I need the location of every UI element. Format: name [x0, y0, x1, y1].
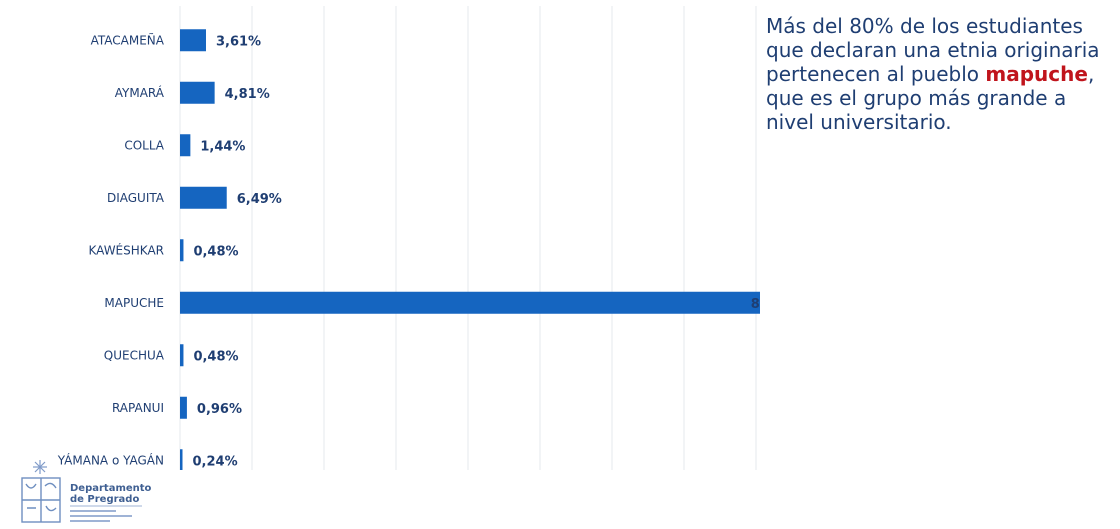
- category-label: COLLA: [124, 138, 164, 152]
- bar-2: [180, 81, 215, 104]
- chart-value-labels: 3,61% 4,81% 1,44% 6,49% 0,48% 81,49% 0,48% 0,96…: [193, 34, 761, 469]
- category-label: KAWÉSHKAR: [88, 242, 164, 257]
- category-label: QUECHUA: [104, 348, 165, 362]
- category-label: MAPUCHE: [104, 296, 164, 310]
- department-logo: Departamento de Pregrado: [21, 460, 152, 523]
- chart-category-labels: ATACAMEÑA AYMARÁ COLLA DIAGUITA KAWÉSHKAR MAP…: [57, 32, 165, 467]
- value-label: 0,96%: [197, 402, 242, 417]
- value-label: 1,44%: [200, 139, 245, 154]
- chart-bars: [180, 29, 760, 470]
- bar-chart: ATACAMEÑA AYMARÁ COLLA DIAGUITA KAWÉSHKAR MAP…: [57, 6, 761, 470]
- category-label: ATACAMEÑA: [91, 32, 165, 47]
- caption-highlight: mapuche: [985, 62, 1088, 86]
- chart-caption: Más del 80% de los estudiantes que decla…: [766, 14, 1111, 134]
- bar-6: [180, 291, 760, 314]
- chart-gridlines: [179, 6, 757, 470]
- bar-8: [180, 396, 187, 419]
- logo-line-1: Departamento: [70, 483, 152, 494]
- category-label: DIAGUITA: [107, 191, 165, 205]
- bar-7: [180, 344, 184, 367]
- value-label: 0,48%: [193, 349, 238, 364]
- bar-5: [180, 239, 184, 262]
- category-label: RAPANUI: [112, 401, 164, 415]
- value-label: 4,81%: [225, 87, 270, 102]
- caption-text-start: Más del 80% de los estudiantes que decla…: [766, 14, 1100, 86]
- value-label: 81,49%: [751, 297, 760, 312]
- value-label: 6,49%: [237, 192, 282, 207]
- category-label: YÁMANA o YAGÁN: [57, 452, 164, 467]
- logo-line-2: de Pregrado: [70, 494, 139, 505]
- bar-3: [180, 134, 191, 157]
- caption-text-end: , que es el grupo más grande a nivel uni…: [766, 62, 1095, 134]
- value-label: 0,48%: [193, 244, 238, 259]
- value-label: 0,24%: [193, 454, 238, 469]
- category-label: AYMARÁ: [115, 85, 165, 100]
- bar-9: [180, 449, 183, 470]
- logo-crest-icon: [21, 477, 61, 523]
- logo-small-print: [70, 510, 132, 522]
- logo-star-icon: [33, 460, 47, 474]
- bar-1: [180, 29, 206, 52]
- value-label: 3,61%: [216, 34, 261, 49]
- bar-4: [180, 186, 227, 209]
